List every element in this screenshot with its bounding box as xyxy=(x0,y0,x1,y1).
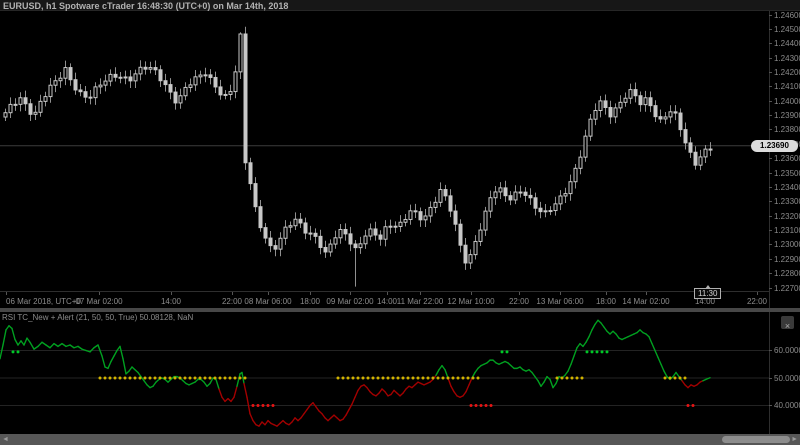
axis-lines xyxy=(0,11,770,434)
panel-divider[interactable] xyxy=(0,308,800,312)
axis-tick xyxy=(769,186,772,188)
axis-tick xyxy=(560,292,561,295)
axis-tick xyxy=(769,273,772,275)
axis-tick xyxy=(769,100,772,102)
price-axis-label: 1.24400 xyxy=(774,39,800,49)
caret-up-icon xyxy=(704,285,711,289)
time-axis-label: 14:00 xyxy=(694,297,716,306)
axis-tick xyxy=(769,287,772,289)
price-axis-label: 1.24600 xyxy=(774,10,800,20)
time-axis-label: 09 Mar 02:00 xyxy=(326,297,374,306)
axis-tick xyxy=(646,292,647,295)
price-axis-label: 1.24200 xyxy=(774,67,800,77)
price-axis-label: 1.23900 xyxy=(774,111,800,121)
axis-tick xyxy=(519,292,520,295)
time-axis-label: 13 Mar 06:00 xyxy=(536,297,584,306)
axis-tick xyxy=(171,292,172,295)
time-axis-label: 18:00 xyxy=(595,297,617,306)
axis-tick xyxy=(769,115,772,117)
axis-tick xyxy=(769,43,772,45)
axis-tick xyxy=(769,244,772,246)
rsi-signal-dots xyxy=(11,350,695,407)
time-axis-label: 08 Mar 06:00 xyxy=(244,297,292,306)
price-axis-label: 1.22900 xyxy=(774,254,800,264)
current-price-label: 1.23690 xyxy=(751,140,798,152)
axis-tick xyxy=(6,292,7,295)
axis-tick xyxy=(769,215,772,217)
indicator-axis-label: 60.00000 xyxy=(774,346,800,355)
axis-tick xyxy=(232,292,233,295)
time-axis-label: 18:00 xyxy=(299,297,321,306)
price-axis-label: 1.23800 xyxy=(774,125,800,135)
axis-tick xyxy=(769,28,772,30)
price-axis-label: 1.23500 xyxy=(774,168,800,178)
time-axis-label: 12 Mar 10:00 xyxy=(447,297,495,306)
axis-tick xyxy=(420,292,421,295)
time-axis-label: 22:00 xyxy=(508,297,530,306)
axis-tick xyxy=(769,57,772,59)
last-bar-time-marker: 11:30 xyxy=(694,285,722,299)
price-axis-label: 1.22700 xyxy=(774,283,800,293)
rsi-line xyxy=(0,319,711,427)
main-chart-plot[interactable] xyxy=(0,11,769,291)
time-axis-label: 06 Mar 2018, UTC+0 xyxy=(6,297,81,306)
axis-tick xyxy=(350,292,351,295)
axis-tick xyxy=(769,129,772,131)
axis-tick xyxy=(769,172,772,174)
axis-tick xyxy=(769,71,772,73)
time-axis-label: 14 Mar 02:00 xyxy=(622,297,670,306)
axis-tick xyxy=(769,350,772,351)
indicator-axis-label: 50.00000 xyxy=(774,373,800,383)
axis-tick xyxy=(769,201,772,203)
price-axis-label: 1.24000 xyxy=(774,96,800,106)
axis-tick xyxy=(769,405,772,406)
scroll-right-icon[interactable]: ► xyxy=(791,436,798,443)
axis-tick xyxy=(757,292,758,295)
axis-tick xyxy=(769,230,772,232)
chart-title-bar: EURUSD, h1 Spotware cTrader 16:48:30 (UT… xyxy=(0,0,800,11)
axis-tick xyxy=(769,158,772,160)
time-axis-label: 14:00 xyxy=(376,297,398,306)
price-axis-label: 1.22800 xyxy=(774,269,800,279)
indicator-axis-label: 40.00000 xyxy=(774,401,800,410)
price-axis-label: 1.23000 xyxy=(774,240,800,250)
axis-tick xyxy=(769,377,772,379)
time-axis-label: 22:00 xyxy=(221,297,243,306)
axis-tick xyxy=(310,292,311,295)
close-icon: × xyxy=(784,321,791,331)
axis-tick xyxy=(268,292,269,295)
price-axis-label: 1.23600 xyxy=(774,154,800,164)
horizontal-scrollbar[interactable]: ◄ ► xyxy=(0,434,800,445)
time-axis-label: 11 Mar 22:00 xyxy=(396,297,444,306)
indicator-header: RSI TC_New + Alert (21, 50, 50, True) 50… xyxy=(2,313,194,322)
indicator-close-button[interactable]: × xyxy=(781,316,794,331)
price-axis-label: 1.24500 xyxy=(774,24,800,34)
price-axis-label: 1.23400 xyxy=(774,182,800,192)
time-axis-label: 07 Mar 02:00 xyxy=(75,297,123,306)
chart-title: EURUSD, h1 Spotware cTrader 16:48:30 (UT… xyxy=(3,1,289,11)
axis-tick xyxy=(769,258,772,260)
axis-tick xyxy=(387,292,388,295)
axis-tick xyxy=(769,14,772,16)
rsi-indicator-panel[interactable] xyxy=(0,312,769,434)
price-axis-label: 1.24300 xyxy=(774,53,800,63)
axis-tick xyxy=(606,292,607,295)
price-axis-label: 1.23300 xyxy=(774,197,800,207)
scroll-left-icon[interactable]: ◄ xyxy=(2,436,9,443)
time-axis-label: 14:00 xyxy=(160,297,182,306)
axis-tick xyxy=(99,292,100,295)
scrollbar-thumb[interactable] xyxy=(722,436,790,443)
time-axis-label: 22:00 xyxy=(746,297,768,306)
price-axis-label: 1.23100 xyxy=(774,226,800,236)
price-axis-label: 1.23200 xyxy=(774,211,800,221)
axis-tick xyxy=(769,86,772,88)
price-axis-label: 1.24100 xyxy=(774,82,800,92)
candlestick-series xyxy=(3,33,713,264)
axis-tick xyxy=(471,292,472,295)
